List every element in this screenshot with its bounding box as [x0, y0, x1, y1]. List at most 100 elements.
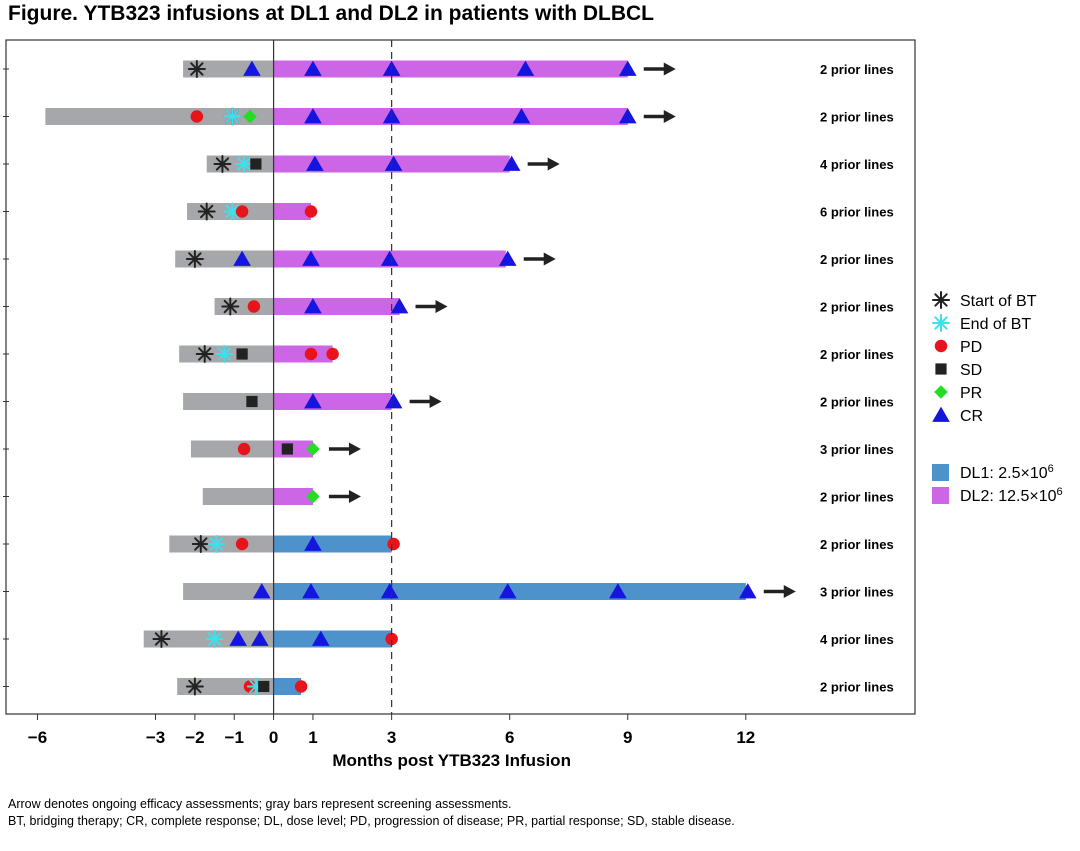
cr-triangle — [380, 583, 399, 599]
sd-square — [258, 680, 270, 693]
event-pd — [304, 205, 318, 218]
event-start-bt — [187, 60, 206, 78]
patient-row: 2 prior lines — [3, 678, 894, 695]
event-cr — [252, 583, 271, 599]
event-cr — [738, 583, 757, 599]
asterisk-stroke — [934, 293, 948, 307]
patient-row: 6 prior lines — [3, 203, 894, 220]
pd-dot — [304, 205, 318, 218]
cr-triangle — [229, 630, 247, 646]
pd-dot — [235, 205, 249, 218]
asterisk-stroke — [237, 157, 251, 171]
cr-triangle — [618, 108, 637, 124]
cr-triangle — [304, 60, 322, 76]
patient-row: 3 prior lines — [3, 583, 894, 600]
cr-triangle — [251, 630, 269, 646]
arrow-head — [543, 252, 556, 266]
treatment-bar-dl2 — [273, 393, 392, 410]
event-cr — [302, 583, 320, 599]
event-cr — [304, 298, 322, 314]
event-cr — [512, 108, 531, 124]
cr-triangle — [498, 250, 517, 266]
event-cr — [384, 155, 403, 171]
event-start-bt — [197, 202, 216, 221]
event-cr — [304, 393, 322, 409]
event-cr — [516, 60, 535, 76]
cr-triangle — [302, 583, 320, 599]
asterisk-stroke — [225, 109, 239, 124]
cr-triangle — [738, 583, 757, 599]
arrow-head — [547, 157, 560, 171]
asterisk-stroke — [190, 62, 204, 76]
legend-swatch-dl1 — [932, 464, 949, 481]
treatment-bar-dl2 — [273, 108, 628, 125]
legend-marker-cr — [932, 406, 950, 422]
cr-triangle — [233, 250, 251, 266]
cr-triangle — [390, 298, 409, 314]
treatment-bar-dl2 — [273, 298, 400, 315]
ongoing-arrow — [527, 157, 560, 171]
x-tick-label: 1 — [308, 728, 317, 747]
cr-triangle — [502, 155, 521, 171]
patient-row: 2 prior lines — [3, 60, 894, 78]
event-cr — [390, 298, 409, 314]
event-pr — [306, 442, 320, 456]
event-cr — [304, 535, 322, 551]
cr-triangle — [312, 630, 330, 646]
patient-row: 2 prior lines — [3, 298, 894, 315]
cr-triangle — [618, 60, 637, 76]
screening-bar — [183, 583, 274, 600]
cr-triangle — [306, 155, 324, 171]
event-cr — [384, 393, 403, 409]
event-cr — [609, 583, 627, 599]
treatment-bar-dl2 — [273, 488, 313, 505]
legend-marker-sd — [935, 363, 947, 375]
asterisk-stroke — [934, 316, 948, 330]
pr-diamond — [306, 489, 320, 504]
ongoing-arrow — [643, 110, 676, 123]
event-end-bt — [223, 202, 242, 221]
arrow-head — [348, 490, 361, 503]
event-start-bt — [221, 297, 240, 316]
prior-lines-label: 3 prior lines — [820, 442, 894, 457]
patient-row: 4 prior lines — [3, 630, 894, 648]
x-tick-label: 3 — [387, 728, 396, 747]
pd-dot — [387, 537, 400, 551]
patient-row: 2 prior lines — [3, 488, 894, 505]
patient-row: 2 prior lines — [3, 108, 894, 125]
legend-label-start-bt: Start of BT — [960, 293, 1037, 310]
patient-row: 2 prior lines — [3, 535, 894, 553]
prior-lines-label: 2 prior lines — [820, 252, 894, 267]
arrow-head — [783, 585, 796, 598]
arrow-head — [663, 110, 676, 123]
event-cr — [498, 250, 517, 266]
event-start-bt — [195, 345, 214, 363]
event-pd — [235, 537, 249, 551]
event-pr — [243, 109, 257, 124]
event-cr — [618, 108, 637, 124]
pd-dot — [326, 347, 339, 361]
asterisk-stroke — [223, 299, 237, 314]
legend-marker-pd — [934, 339, 948, 353]
prior-lines-label: 4 prior lines — [820, 157, 894, 172]
event-cr — [304, 108, 322, 124]
cr-triangle — [932, 406, 950, 422]
cr-triangle — [304, 108, 322, 124]
event-sd — [281, 443, 293, 455]
screening-bar — [202, 488, 274, 505]
screening-bar — [183, 393, 274, 410]
event-cr — [243, 60, 261, 76]
event-start-bt — [191, 535, 210, 553]
pd-dot — [294, 680, 308, 693]
event-start-bt — [185, 250, 204, 268]
asterisk-stroke — [188, 679, 202, 694]
figure-title: Figure. YTB323 infusions at DL1 and DL2 … — [8, 2, 655, 25]
legend-marker-pr — [934, 385, 948, 399]
ongoing-arrow — [763, 585, 796, 598]
prior-lines-label: 6 prior lines — [820, 205, 894, 220]
cr-triangle — [609, 583, 627, 599]
screening-bar — [190, 440, 274, 458]
legend-dose-text: DL1: 2.5×10 — [960, 465, 1048, 482]
cr-triangle — [498, 583, 517, 599]
legend-label-dl2: DL2: 12.5×106 — [960, 486, 1063, 505]
